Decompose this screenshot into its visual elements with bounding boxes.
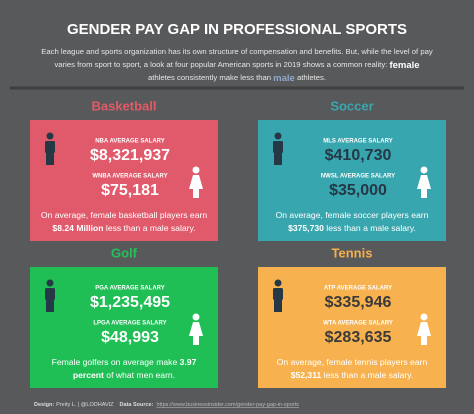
male-icon-body bbox=[273, 141, 283, 153]
text-span: On average, female tennis players earn bbox=[277, 357, 428, 367]
text-line: varies from sport to sport, a look at fo… bbox=[54, 60, 419, 71]
female-salary: $75,181 bbox=[101, 182, 159, 199]
male-salary: $8,321,937 bbox=[90, 147, 170, 164]
text-span: less than a male salary. bbox=[321, 370, 413, 380]
female-icon-legs bbox=[421, 336, 427, 345]
panel bbox=[258, 267, 446, 388]
female-label: LPGA AVERAGE SALARY bbox=[93, 321, 166, 327]
text-span: varies from sport to sport, a look at fo… bbox=[54, 60, 389, 69]
male-salary: $410,730 bbox=[325, 147, 392, 164]
female-icon-head bbox=[420, 313, 428, 321]
female-icon-legs bbox=[193, 336, 199, 345]
text-line: athletes consistently make less than mal… bbox=[148, 73, 326, 84]
female-icon-dress bbox=[189, 175, 203, 189]
panel bbox=[30, 267, 218, 388]
text-span: athletes. bbox=[295, 73, 326, 82]
text-line: On average, female basketball players ea… bbox=[41, 210, 207, 220]
male-salary: $335,946 bbox=[325, 294, 392, 311]
sport-heading: Golf bbox=[111, 245, 138, 260]
text-line: Each league and sports organization has … bbox=[41, 47, 433, 56]
male-icon-legs bbox=[274, 300, 282, 312]
male-icon-legs bbox=[46, 153, 54, 165]
female-icon-dress bbox=[189, 322, 203, 336]
text-line: On average, female soccer players earn bbox=[276, 210, 429, 220]
female-icon-legs bbox=[421, 189, 427, 198]
sport-heading: Soccer bbox=[330, 98, 373, 113]
title: GENDER PAY GAP IN PROFESSIONAL SPORTS bbox=[67, 21, 407, 38]
female-icon-dress bbox=[417, 175, 431, 189]
footer-label: Design: bbox=[34, 402, 54, 408]
sport-heading: Tennis bbox=[332, 245, 373, 260]
male-label: ATP AVERAGE SALARY bbox=[324, 286, 392, 292]
text-line: $52,311 less than a male salary. bbox=[291, 370, 414, 380]
panel bbox=[30, 120, 218, 241]
bold-text: male bbox=[273, 73, 295, 84]
male-label: MLS AVERAGE SALARY bbox=[323, 139, 392, 145]
female-label: WTA AVERAGE SALARY bbox=[323, 321, 393, 327]
male-icon-head bbox=[46, 279, 54, 287]
footer: Design: Preity L. | @LODHAVIZ Data Source:… bbox=[34, 402, 299, 408]
bold-text: $375,730 bbox=[288, 223, 324, 233]
male-icon-legs bbox=[274, 153, 282, 165]
text-line: On average, female tennis players earn bbox=[277, 357, 428, 367]
text-span: athletes consistently make less than bbox=[148, 73, 273, 82]
female-icon-head bbox=[192, 313, 200, 321]
female-label: WNBA AVERAGE SALARY bbox=[92, 174, 167, 180]
female-icon-legs bbox=[193, 189, 199, 198]
text-line: $8.24 Million less than a male salary. bbox=[52, 223, 195, 233]
female-label: NWSL AVERAGE SALARY bbox=[321, 174, 395, 180]
footer-designer: Preity L. | @LODHAVIZ bbox=[56, 402, 114, 408]
text-span: less than a male salary. bbox=[324, 223, 416, 233]
male-icon-head bbox=[46, 132, 54, 140]
male-icon-head bbox=[274, 132, 282, 140]
bold-text: 3.97 bbox=[180, 357, 197, 367]
text-line: percent of what men earn. bbox=[73, 370, 175, 380]
male-label: NBA AVERAGE SALARY bbox=[95, 139, 165, 145]
male-icon-body bbox=[45, 288, 55, 300]
female-salary: $48,993 bbox=[101, 329, 159, 346]
female-icon-head bbox=[192, 166, 200, 174]
female-salary: $35,000 bbox=[329, 182, 387, 199]
male-icon-body bbox=[273, 288, 283, 300]
text-line: Female golfers on average make 3.97 bbox=[52, 357, 197, 367]
text-span: Each league and sports organization has … bbox=[41, 47, 433, 56]
male-label: PGA AVERAGE SALARY bbox=[95, 286, 165, 292]
text-span: of what men earn. bbox=[104, 370, 175, 380]
male-icon-head bbox=[274, 279, 282, 287]
text-span: Female golfers on average make bbox=[52, 357, 180, 367]
male-salary: $1,235,495 bbox=[90, 294, 170, 311]
sport-heading: Basketball bbox=[91, 98, 156, 113]
female-icon-dress bbox=[417, 322, 431, 336]
footer-label: Data Source: bbox=[120, 402, 154, 408]
panel bbox=[258, 120, 446, 241]
text-line: $375,730 less than a male salary. bbox=[288, 223, 416, 233]
male-icon-legs bbox=[46, 300, 54, 312]
female-salary: $283,635 bbox=[325, 329, 392, 346]
bold-text: $8.24 Million bbox=[52, 223, 103, 233]
male-icon-body bbox=[45, 141, 55, 153]
text-span: On average, female soccer players earn bbox=[276, 210, 429, 220]
text-span: On average, female basketball players ea… bbox=[41, 210, 207, 220]
text-span: less than a male salary. bbox=[104, 223, 196, 233]
female-icon-head bbox=[420, 166, 428, 174]
bold-text: $52,311 bbox=[291, 370, 322, 380]
bold-text: percent bbox=[73, 370, 104, 380]
footer-source: https://www.businessinsider.com/gender-p… bbox=[156, 402, 299, 408]
bold-text: female bbox=[389, 60, 419, 71]
